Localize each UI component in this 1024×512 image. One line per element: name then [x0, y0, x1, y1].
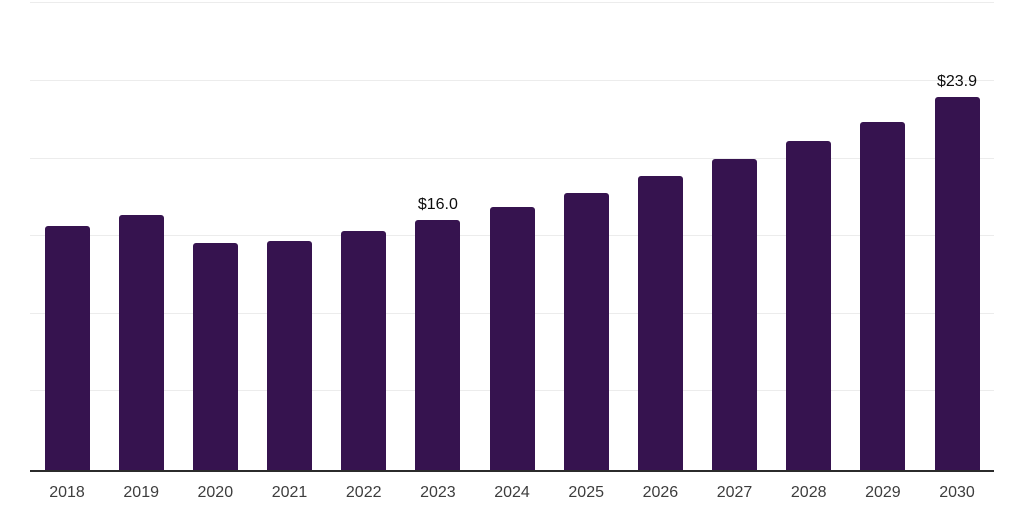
x-tick-label-2021: 2021 — [271, 484, 308, 501]
bar-2019 — [118, 215, 164, 470]
bar-2025 — [563, 193, 609, 470]
gridline-y-25 — [30, 80, 994, 81]
x-tick-label-2025: 2025 — [568, 484, 604, 501]
bar-2029 — [860, 121, 906, 470]
x-axis-line — [30, 470, 994, 472]
bar-2018 — [44, 225, 90, 470]
bar-2020 — [192, 243, 238, 470]
bar-2026 — [637, 176, 683, 470]
gridline-y-30 — [30, 2, 994, 4]
bar-2024 — [489, 207, 535, 470]
gridline-y-20 — [30, 157, 994, 159]
x-tick-label-2024: 2024 — [494, 484, 530, 501]
x-tick-label-2022: 2022 — [345, 484, 382, 501]
x-tick-label-2019: 2019 — [123, 484, 159, 501]
bar-2028 — [786, 140, 832, 470]
x-tick-label-2026: 2026 — [642, 484, 679, 501]
bar-2021 — [267, 241, 312, 470]
x-tick-label-2030: 2030 — [939, 484, 975, 501]
x-tick-label-2018: 2018 — [49, 484, 85, 501]
x-tick-label-2027: 2027 — [716, 484, 753, 501]
x-tick-label-2020: 2020 — [197, 484, 234, 501]
x-tick-label-2029: 2029 — [865, 484, 901, 501]
bar-2023 — [415, 219, 461, 470]
bar-value-label-2023: $16.0 — [417, 195, 458, 213]
bar-2022 — [341, 230, 387, 470]
x-tick-label-2023: 2023 — [420, 484, 456, 501]
bar-2027 — [712, 159, 757, 470]
x-tick-label-2028: 2028 — [790, 484, 827, 501]
bar-value-label-2030: $23.9 — [936, 73, 978, 91]
bar-2030 — [934, 97, 980, 470]
